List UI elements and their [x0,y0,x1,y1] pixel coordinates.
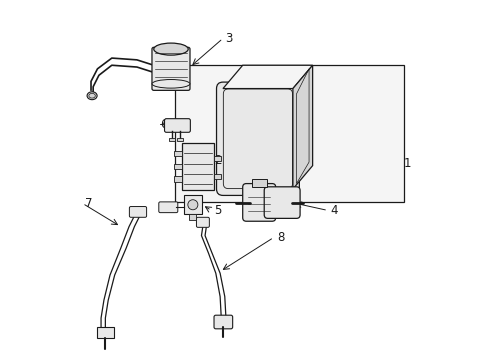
Text: 3: 3 [224,32,232,45]
Ellipse shape [87,92,97,100]
Text: 7: 7 [85,197,92,210]
Text: 6: 6 [160,118,167,131]
Text: 8: 8 [276,231,284,244]
Polygon shape [223,65,312,89]
FancyBboxPatch shape [196,217,209,227]
Ellipse shape [152,80,189,88]
Bar [183,195,202,214]
Bar [174,150,182,156]
Bar [214,174,221,179]
Bar [97,327,114,338]
FancyBboxPatch shape [129,207,146,217]
Text: 2: 2 [214,154,221,167]
FancyBboxPatch shape [216,82,299,195]
Polygon shape [292,65,312,189]
Bar [174,163,182,169]
FancyBboxPatch shape [164,119,190,132]
Bar [189,214,196,220]
Text: 1: 1 [403,157,411,170]
FancyBboxPatch shape [214,315,232,329]
Ellipse shape [153,43,188,55]
Bar [182,143,214,190]
FancyBboxPatch shape [242,184,275,221]
FancyBboxPatch shape [159,202,178,213]
FancyBboxPatch shape [152,47,190,90]
Bar [177,138,183,141]
Text: 4: 4 [330,204,337,217]
Bar [174,176,182,182]
Text: 5: 5 [214,204,221,217]
Bar [251,179,266,187]
Bar [169,138,175,141]
Circle shape [187,200,198,210]
Bar [174,65,403,202]
FancyBboxPatch shape [264,187,300,219]
Bar [214,156,221,161]
